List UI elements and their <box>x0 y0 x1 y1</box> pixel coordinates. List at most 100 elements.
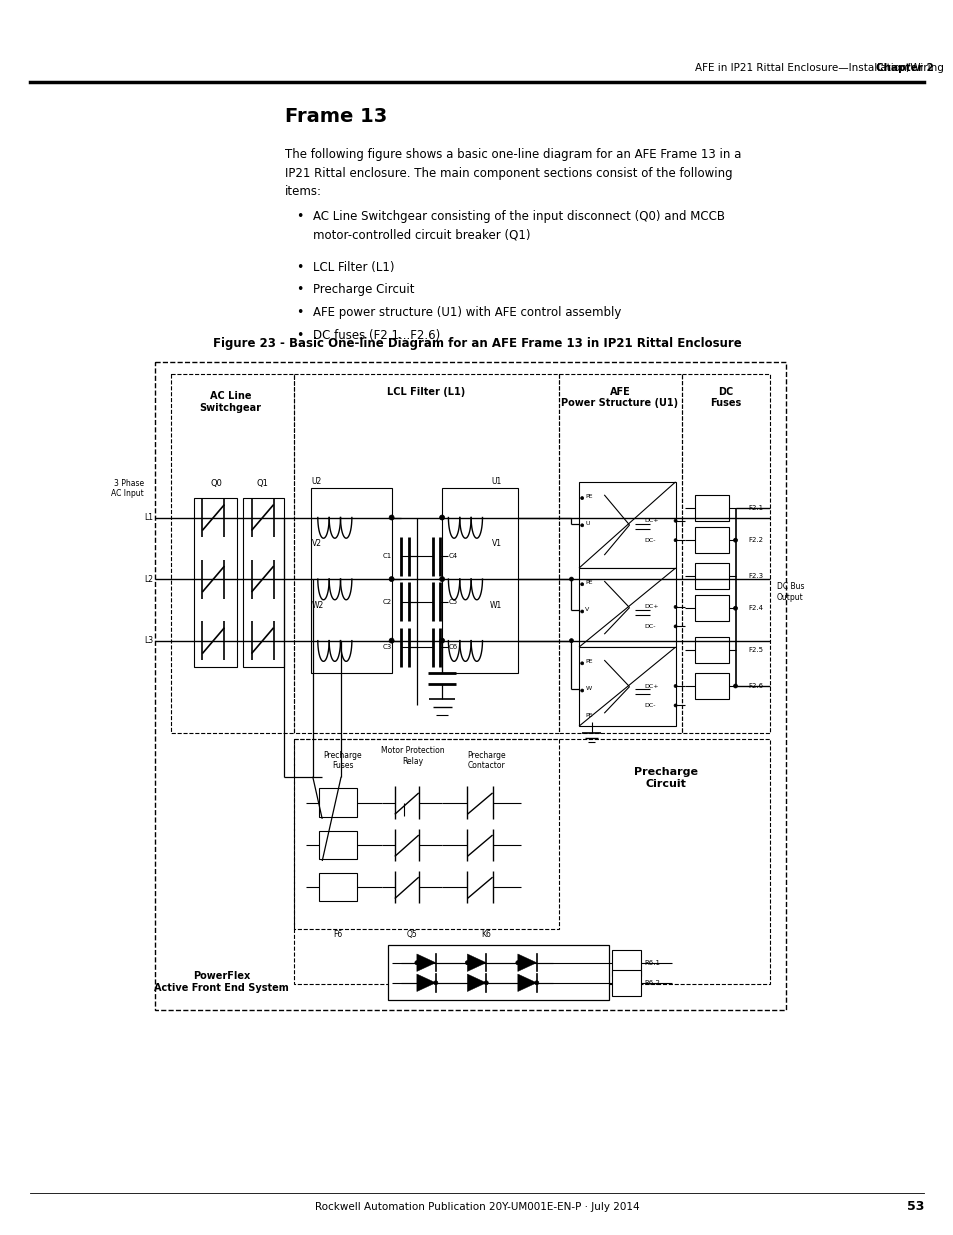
Circle shape <box>439 515 444 520</box>
Text: PE: PE <box>585 494 592 499</box>
Text: •: • <box>296 284 303 296</box>
Text: Q5: Q5 <box>407 930 417 939</box>
Text: C1: C1 <box>382 553 392 559</box>
Text: L3: L3 <box>144 636 152 645</box>
Text: •: • <box>296 210 303 224</box>
Text: Q0: Q0 <box>210 479 222 488</box>
Polygon shape <box>441 488 517 673</box>
Circle shape <box>535 981 538 984</box>
Polygon shape <box>694 595 728 621</box>
Polygon shape <box>578 568 675 647</box>
Circle shape <box>580 524 583 527</box>
Polygon shape <box>416 953 436 972</box>
Circle shape <box>389 638 394 643</box>
Circle shape <box>484 981 488 984</box>
Text: Chapter 2: Chapter 2 <box>875 63 933 73</box>
Polygon shape <box>416 974 436 992</box>
Circle shape <box>580 610 583 613</box>
Text: F2.2: F2.2 <box>747 537 762 543</box>
Text: U: U <box>585 521 589 526</box>
Text: Rockwell Automation Publication 20Y-UM001E-EN-P · July 2014: Rockwell Automation Publication 20Y-UM00… <box>314 1202 639 1212</box>
Text: V: V <box>585 606 589 613</box>
Text: Figure 23 - Basic One-line Diagram for an AFE Frame 13 in IP21 Rittal Enclosure: Figure 23 - Basic One-line Diagram for a… <box>213 337 740 350</box>
Text: W1: W1 <box>489 600 501 610</box>
Polygon shape <box>694 495 728 521</box>
Text: DC fuses (F2.1...F2.6): DC fuses (F2.1...F2.6) <box>313 329 439 342</box>
Polygon shape <box>312 488 392 673</box>
Polygon shape <box>578 482 675 568</box>
Text: Precharge Circuit: Precharge Circuit <box>313 284 414 296</box>
Circle shape <box>674 684 677 688</box>
Text: Motor Protection
Relay: Motor Protection Relay <box>380 746 444 766</box>
Circle shape <box>516 961 519 965</box>
Polygon shape <box>694 637 728 663</box>
Text: F6: F6 <box>333 930 342 939</box>
Text: AFE power structure (U1) with AFE control assembly: AFE power structure (U1) with AFE contro… <box>313 306 620 319</box>
Text: V1: V1 <box>492 538 501 548</box>
Text: PowerFlex
Active Front End System: PowerFlex Active Front End System <box>153 971 289 993</box>
Text: LCL Filter (L1): LCL Filter (L1) <box>313 261 395 274</box>
Polygon shape <box>467 974 486 992</box>
Polygon shape <box>694 673 728 699</box>
Text: Q1: Q1 <box>256 479 268 488</box>
Text: DC-: DC- <box>643 624 655 629</box>
Polygon shape <box>612 950 640 976</box>
Text: F2.3: F2.3 <box>747 573 762 579</box>
Text: DC-: DC- <box>643 537 655 542</box>
Polygon shape <box>694 527 728 553</box>
Circle shape <box>580 689 583 692</box>
Text: V2: V2 <box>312 538 321 548</box>
Text: PE: PE <box>585 713 592 718</box>
Circle shape <box>674 605 677 609</box>
Text: L1: L1 <box>144 513 152 522</box>
Text: DC+: DC+ <box>643 683 658 688</box>
Polygon shape <box>517 974 537 992</box>
Circle shape <box>733 538 737 542</box>
Circle shape <box>569 638 573 642</box>
Polygon shape <box>318 788 356 816</box>
Text: •: • <box>296 306 303 319</box>
Text: C2: C2 <box>382 599 392 605</box>
Text: C5: C5 <box>448 599 457 605</box>
Text: 53: 53 <box>906 1200 923 1214</box>
Text: Frame 13: Frame 13 <box>285 107 387 126</box>
Circle shape <box>434 981 437 984</box>
Circle shape <box>580 583 583 585</box>
Text: U2: U2 <box>312 478 321 487</box>
Circle shape <box>465 961 469 965</box>
Circle shape <box>389 515 394 520</box>
Text: W: W <box>585 685 591 692</box>
Text: DC+: DC+ <box>643 604 658 609</box>
Text: DC
Fuses: DC Fuses <box>710 387 740 409</box>
Polygon shape <box>193 498 236 667</box>
Text: Precharge
Circuit: Precharge Circuit <box>634 767 698 789</box>
Text: AFE
Power Structure (U1): AFE Power Structure (U1) <box>561 387 678 409</box>
Text: PE: PE <box>585 579 592 584</box>
Text: C3: C3 <box>382 645 392 650</box>
Text: K6: K6 <box>481 930 491 939</box>
Text: •: • <box>296 329 303 342</box>
Text: PE: PE <box>585 658 592 663</box>
Circle shape <box>674 538 677 542</box>
Text: C4: C4 <box>448 553 457 559</box>
Polygon shape <box>612 969 640 995</box>
Polygon shape <box>467 953 486 972</box>
Text: R6.1: R6.1 <box>643 960 659 966</box>
Circle shape <box>439 577 444 582</box>
Polygon shape <box>318 873 356 902</box>
Text: F2.5: F2.5 <box>747 647 762 653</box>
Text: Precharge
Fuses: Precharge Fuses <box>323 751 362 771</box>
Circle shape <box>439 638 444 643</box>
Circle shape <box>674 704 677 706</box>
Text: LCL Filter (L1): LCL Filter (L1) <box>387 387 465 396</box>
Text: F2.6: F2.6 <box>747 683 762 689</box>
Polygon shape <box>694 563 728 589</box>
Text: L2: L2 <box>144 574 152 584</box>
Text: F2.1: F2.1 <box>747 505 762 511</box>
Circle shape <box>415 961 418 965</box>
Text: F2.4: F2.4 <box>747 605 762 611</box>
Text: AC Line Switchgear consisting of the input disconnect (Q0) and MCCB
motor-contro: AC Line Switchgear consisting of the inp… <box>313 210 724 241</box>
Text: C6: C6 <box>448 645 457 650</box>
Text: W2: W2 <box>312 600 323 610</box>
Text: •: • <box>296 261 303 274</box>
